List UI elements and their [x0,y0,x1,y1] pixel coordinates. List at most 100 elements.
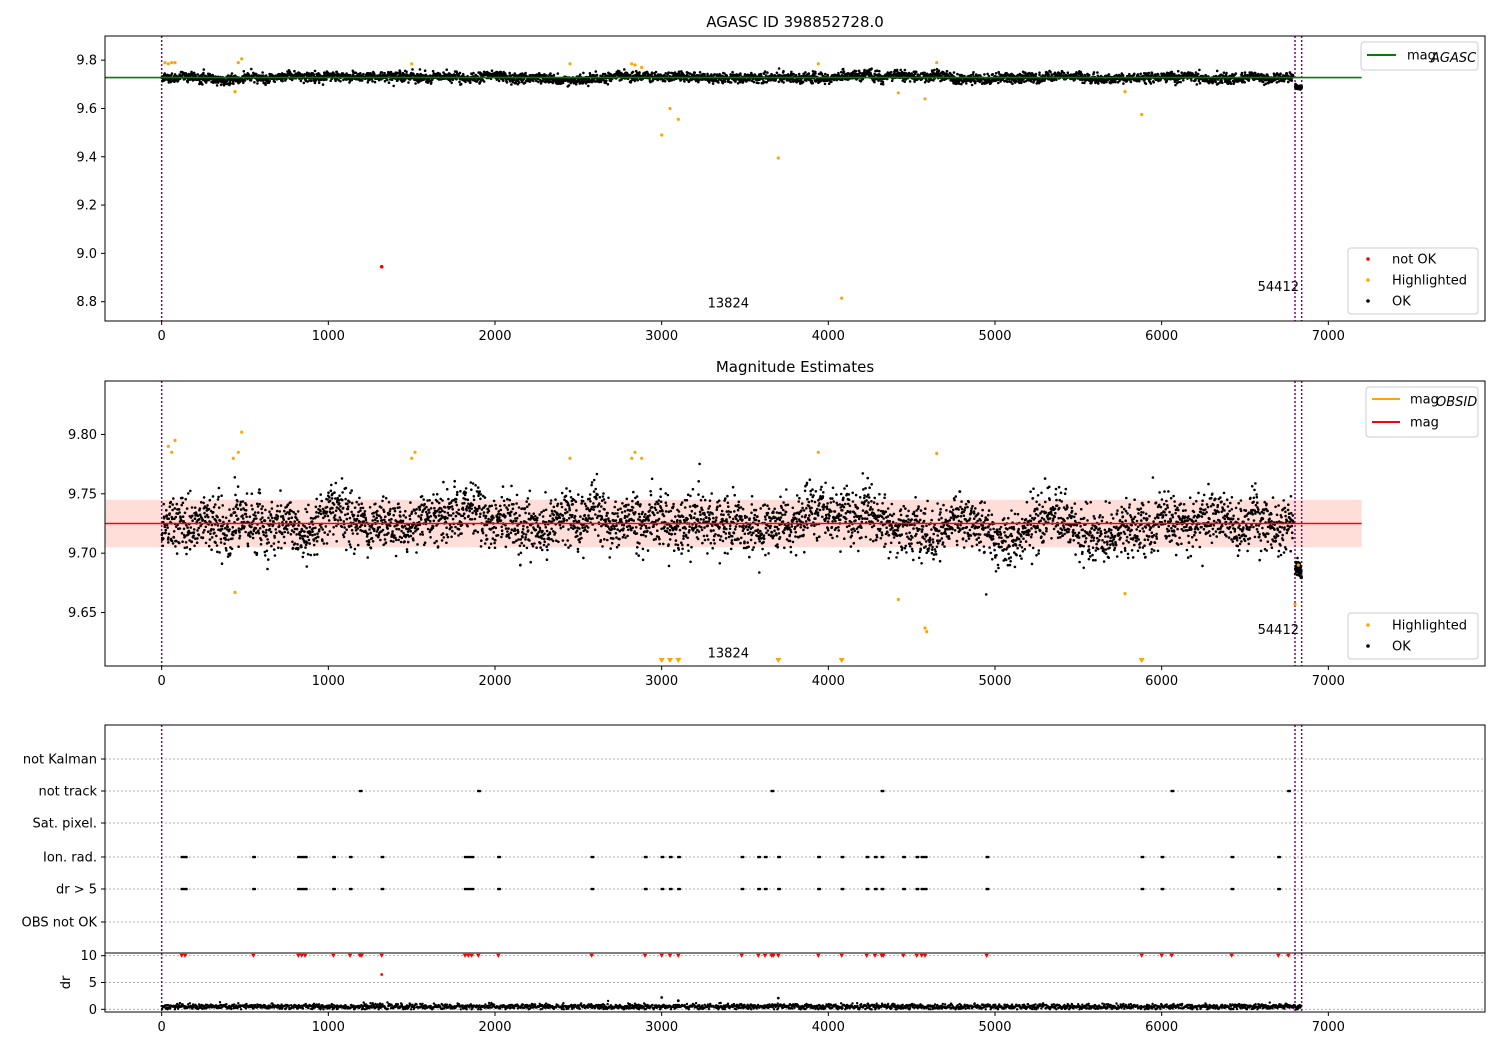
ok-point [387,81,391,84]
ok-point [294,512,297,516]
ok-point [191,514,194,518]
ok-point [253,511,257,514]
ok-point [326,498,329,501]
highlighted-point [776,156,780,160]
ok-point [278,510,282,513]
ok-point [1279,72,1282,75]
ok-point [165,514,169,517]
ok-point [908,80,912,83]
ok-point [283,541,287,545]
ok-point [198,82,201,86]
ok-point [211,510,215,514]
ok-point [933,68,936,72]
ok-point [1229,82,1233,85]
ok-point [606,83,610,86]
ok-point [164,528,168,532]
ok-point [837,71,840,75]
ok-point [313,553,316,556]
ok-point [272,548,276,551]
ok-point [327,491,330,495]
ok-point [348,73,352,77]
ok-point [305,510,309,514]
ok-point [295,527,299,531]
ok-point [319,509,322,513]
ok-point [180,519,183,522]
ok-point [279,504,283,507]
ok-point [1087,73,1091,77]
highlighted-point [816,62,820,66]
ok-point [1198,68,1201,72]
ok-point [214,541,217,544]
ok-point [262,525,266,529]
ok-point [881,80,885,84]
ok-point [165,78,168,81]
ok-point [407,81,410,84]
ok-point [283,72,286,76]
ok-point [313,533,317,536]
legend-label: Highlighted [1392,274,1467,289]
ok-point [863,68,866,72]
ok-point [1049,70,1052,74]
ok-point [186,80,190,84]
ok-point [193,517,197,520]
ok-point [811,81,814,85]
ok-point [216,515,219,519]
ok-point [1285,72,1289,75]
ok-point [269,530,273,534]
ok-point [174,545,177,548]
ok-point [708,81,711,84]
ok-point [510,83,513,86]
highlighted-point [236,61,240,65]
ok-point [604,81,608,84]
ok-point [293,542,297,545]
ok-point [537,80,540,84]
ok-point [875,69,879,72]
ok-point [320,499,324,503]
ok-point [174,515,178,519]
ok-point [1182,79,1185,82]
ok-point [236,517,240,521]
ok-point [782,69,785,73]
ok-point [192,528,196,531]
ok-point [1194,79,1197,82]
ok-point [636,78,639,82]
ok-point [782,81,785,84]
ok-point [204,541,208,545]
ok-point [561,81,565,85]
ok-point [225,534,228,537]
ok-point [167,536,170,539]
x-tick-label: 6000 [1145,329,1178,344]
ok-point [1122,82,1125,85]
ok-point [757,81,760,85]
ok-point [206,530,210,533]
ok-point [956,72,959,76]
ok-point [299,79,303,83]
ok-point [201,83,204,86]
ok-point [464,80,467,84]
ok-point [202,531,205,534]
ok-point [763,72,766,75]
ok-point [532,79,535,83]
ok-point [282,518,286,521]
ok-point [643,73,647,76]
ok-point [310,520,314,523]
ok-point [332,533,335,536]
ok-point [178,511,181,514]
ok-point [185,524,188,527]
ok-point [983,73,986,76]
ok-point [189,489,192,493]
ok-point [371,80,374,83]
ok-point [181,515,185,518]
ok-point [180,531,184,535]
ok-point [903,80,906,83]
ok-point [169,80,172,84]
ok-point [316,532,319,535]
ok-point [226,525,229,529]
ok-point [196,537,199,540]
ok-point [265,528,268,532]
ok-point [804,71,807,74]
ok-point [289,501,292,504]
ok-point [890,79,894,83]
ok-point [264,83,267,86]
